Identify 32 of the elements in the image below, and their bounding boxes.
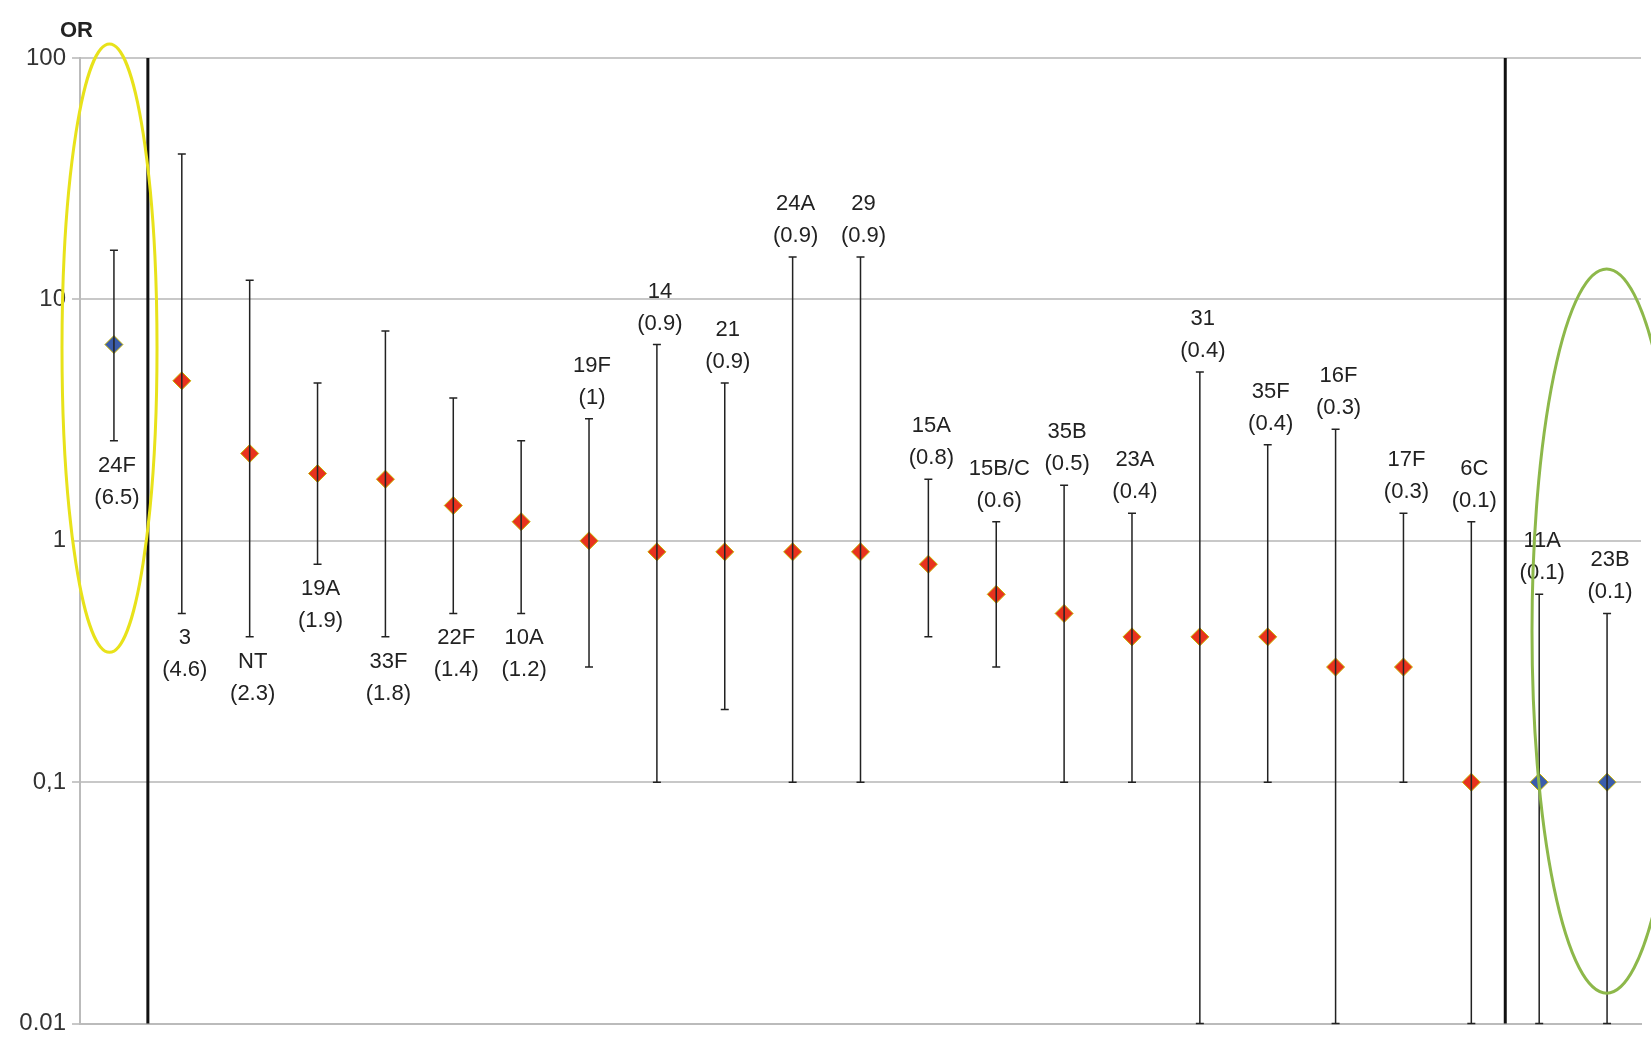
annotation: 19A (1.9) — [297, 574, 344, 635]
annotation: 24A (0.9) — [773, 188, 819, 249]
y-axis-title: OR — [60, 17, 94, 43]
annotation: 6C (0.1) — [1451, 453, 1497, 514]
annotation: 22F (1.4) — [433, 623, 479, 684]
annotation: 23A (0.4) — [1112, 445, 1158, 506]
annotation: 19F (1) — [573, 350, 611, 411]
point — [1393, 657, 1413, 677]
annotation: 15A (0.8) — [908, 411, 954, 472]
annotation: 21 (0.9) — [705, 315, 751, 376]
y-tick-label: 100 — [25, 42, 66, 70]
annotation: 24F (6.5) — [94, 450, 140, 511]
annotation: 29 (0.9) — [840, 188, 887, 249]
annotation: 15B/C (0.6) — [968, 453, 1030, 514]
annotation: 16F (0.3) — [1315, 361, 1362, 422]
annotation: 3 (4.6) — [162, 623, 208, 684]
annotation: 23B (0.1) — [1587, 545, 1633, 606]
annotation: 14 (0.9) — [637, 276, 683, 337]
annotation: NT (2.3) — [230, 646, 276, 707]
y-tick-label: 1 — [52, 525, 66, 553]
y-tick-label: 0.01 — [19, 1008, 66, 1036]
point — [918, 554, 938, 574]
annotation: 17F (0.3) — [1383, 445, 1430, 506]
point — [443, 496, 463, 516]
point — [375, 469, 395, 489]
annotation: 35F (0.4) — [1248, 376, 1294, 437]
annotation: 33F (1.8) — [365, 646, 412, 707]
annotation: 35B (0.5) — [1044, 417, 1090, 478]
annotation: 31 (0.4) — [1180, 304, 1226, 365]
annotation: 10A (1.2) — [501, 623, 547, 684]
y-tick-label: 0,1 — [32, 766, 66, 794]
point — [1461, 772, 1481, 792]
